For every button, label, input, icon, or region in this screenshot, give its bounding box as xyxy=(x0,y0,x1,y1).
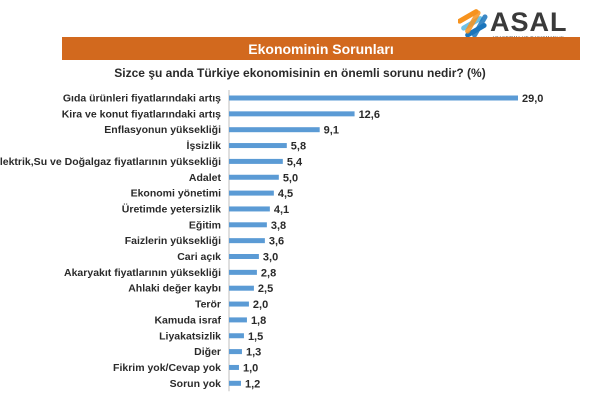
value-label: 9,1 xyxy=(324,125,339,137)
value-label: 1,5 xyxy=(248,331,263,343)
category-label: Enflasyonun yüksekliği xyxy=(104,124,221,136)
category-label: Sorun yok xyxy=(170,378,222,390)
category-label: Cari açık xyxy=(177,251,221,263)
category-label: Diğer xyxy=(194,346,221,358)
category-label: Ekonomi yönetimi xyxy=(131,188,222,200)
value-label: 12,6 xyxy=(359,109,380,121)
bar xyxy=(229,206,270,212)
bar xyxy=(229,333,244,339)
bar xyxy=(229,317,247,323)
bar xyxy=(229,143,287,149)
value-label: 4,1 xyxy=(274,204,289,216)
title-bar: Ekonominin Sorunları xyxy=(62,37,580,60)
value-label: 5,8 xyxy=(291,141,306,153)
logo-name: ASAL xyxy=(490,7,568,37)
value-label: 3,6 xyxy=(269,236,284,248)
bar xyxy=(229,127,320,133)
category-label: Ahlaki değer kaybı xyxy=(128,283,221,295)
bar xyxy=(229,380,241,386)
bar xyxy=(229,254,259,259)
category-label: Elektrik,Su ve Doğalgaz fiyatlarının yük… xyxy=(0,156,221,168)
bar xyxy=(229,174,279,180)
value-label: 2,5 xyxy=(258,283,273,295)
bar xyxy=(229,111,355,117)
asal-logo: ASAL ARAŞTIRMA VE DANIŞMANLIK xyxy=(457,6,586,44)
value-label: 3,0 xyxy=(263,252,278,264)
value-label: 1,3 xyxy=(246,347,261,359)
category-label: Liyakatsizlik xyxy=(159,330,221,342)
category-label: Eğitim xyxy=(189,219,221,231)
asal-logo-mark-icon xyxy=(457,9,488,38)
value-label: 2,0 xyxy=(253,299,268,311)
value-label: 1,2 xyxy=(245,378,260,390)
value-label: 1,0 xyxy=(243,362,258,374)
bar xyxy=(229,269,257,275)
value-label: 2,8 xyxy=(261,267,276,279)
value-label: 29,0 xyxy=(522,93,543,105)
category-label: Faizlerin yüksekliği xyxy=(125,235,221,247)
bars-layer: Gıda ürünleri fiyatlarındaki artış 29,0 Ki… xyxy=(0,90,543,392)
bar xyxy=(229,158,283,164)
page-title: Ekonominin Sorunları xyxy=(248,40,394,57)
value-label: 5,4 xyxy=(287,156,303,168)
bar xyxy=(229,222,267,228)
category-label: Adalet xyxy=(189,172,222,184)
category-label: Kira ve konut fiyatlarındaki artış xyxy=(62,108,221,120)
bar xyxy=(229,285,254,291)
bar xyxy=(229,364,239,370)
category-label: Akaryakıt fiyatlarının yüksekliği xyxy=(64,267,221,279)
value-label: 4,5 xyxy=(278,188,293,200)
category-label: Kamuda israf xyxy=(154,314,221,326)
value-label: 5,0 xyxy=(283,172,298,184)
bar xyxy=(229,301,249,307)
category-label: Gıda ürünleri fiyatlarındaki artış xyxy=(63,93,221,105)
bar xyxy=(229,349,242,355)
category-label: İşsizlik xyxy=(187,139,222,152)
chart-question: Sizce şu anda Türkiye ekonomisinin en ön… xyxy=(114,66,486,80)
value-label: 3,8 xyxy=(271,220,286,232)
value-label: 1,8 xyxy=(251,315,266,327)
bar xyxy=(229,238,265,244)
category-label: Terör xyxy=(195,299,221,311)
category-label: Fikrim yok/Cevap yok xyxy=(113,362,221,374)
bar xyxy=(229,190,274,196)
category-label: Üretimde yetersizlik xyxy=(122,202,221,215)
bar xyxy=(229,95,518,101)
